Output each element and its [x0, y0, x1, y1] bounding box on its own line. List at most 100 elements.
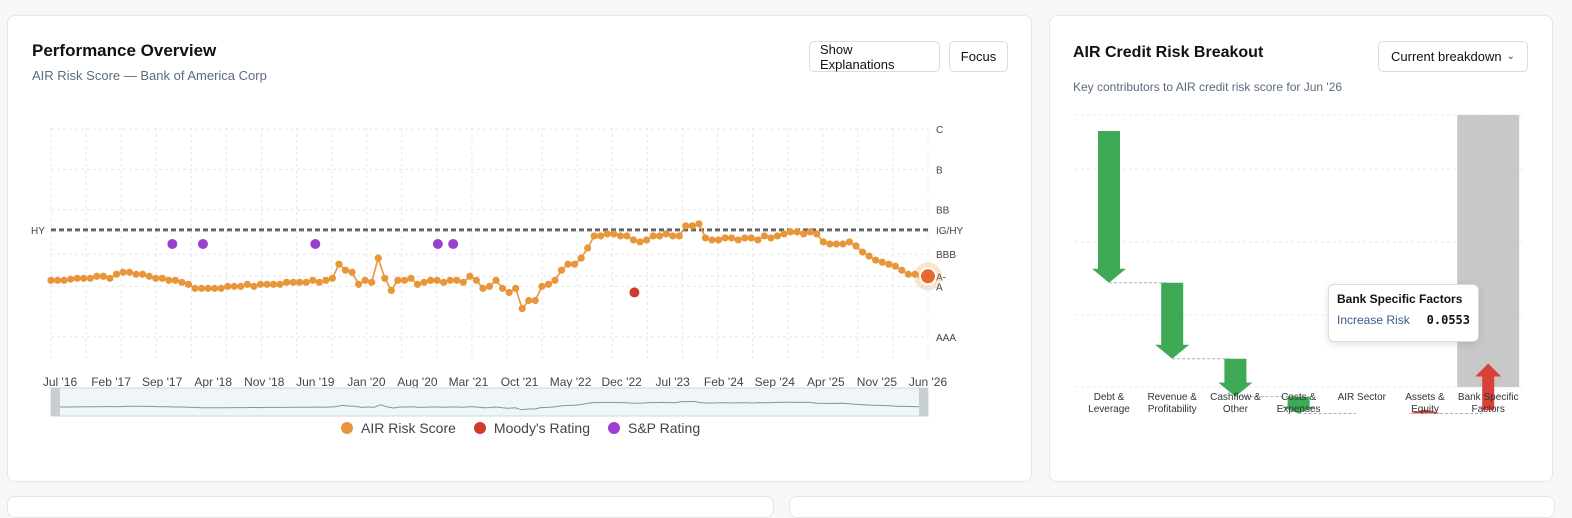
air-risk-score-point — [381, 274, 389, 282]
air-risk-score-point — [512, 284, 520, 292]
category-label: AIR Sector — [1338, 392, 1387, 403]
air-risk-score-point — [132, 270, 140, 278]
air-risk-score-point — [466, 272, 474, 280]
air-risk-score-point — [361, 276, 369, 284]
air-risk-score-point — [865, 252, 873, 260]
air-risk-score-point — [289, 278, 297, 286]
air-risk-score-point — [165, 276, 173, 284]
selected-point — [919, 267, 937, 286]
y-tick-label: B — [936, 165, 943, 176]
category-label: Costs & Expenses — [1277, 392, 1321, 415]
navigator-handle-left — [51, 388, 60, 416]
air-risk-score-point — [93, 272, 101, 280]
air-risk-score-point — [485, 282, 494, 290]
air-risk-score-point — [420, 278, 428, 286]
air-risk-score-point — [67, 275, 75, 283]
air-risk-score-point — [335, 260, 343, 268]
air-risk-score-point — [800, 230, 808, 238]
decrease-bar — [1281, 396, 1316, 414]
air-risk-score-point — [845, 238, 854, 246]
air-risk-score-line — [51, 222, 928, 311]
credit-risk-breakout-card: AIR Credit Risk Breakout Key contributor… — [1049, 15, 1553, 482]
air-risk-score-point — [610, 230, 618, 238]
focus-button[interactable]: Focus — [949, 41, 1008, 72]
air-risk-score-point — [760, 232, 768, 240]
air-risk-score-point — [171, 276, 179, 284]
sp-rating-point — [167, 239, 178, 249]
air-risk-score-point — [577, 254, 585, 262]
air-risk-score-point — [813, 230, 821, 238]
air-risk-score-point — [826, 240, 834, 248]
air-risk-score-point — [819, 238, 827, 246]
x-tick-label: Jun '26 — [909, 375, 948, 389]
air-risk-score-point — [243, 280, 251, 288]
air-risk-score-point — [112, 270, 121, 278]
air-risk-score-point — [793, 228, 801, 236]
air-risk-score-point — [106, 274, 114, 282]
air-risk-score-point — [675, 232, 683, 240]
increase-bar — [1475, 363, 1502, 411]
show-explanations-button[interactable]: Show Explanations — [809, 41, 940, 72]
air-risk-score-point — [708, 236, 716, 244]
air-risk-score-point — [642, 236, 651, 244]
air-risk-score-point — [184, 280, 193, 288]
air-risk-score-point — [250, 282, 258, 290]
legend-moodys-rating[interactable]: Moody's Rating — [473, 420, 590, 436]
air-risk-score-point — [139, 270, 147, 278]
air-risk-score-point — [662, 230, 670, 238]
air-risk-score-point — [741, 234, 749, 242]
x-tick-label: Jul '23 — [656, 375, 691, 389]
air-risk-score-point — [387, 286, 395, 295]
credit-risk-waterfall-chart[interactable]: Debt & Leverage Revenue & Profitability Cash… — [1050, 16, 1550, 436]
performance-subtitle: AIR Risk Score — Bank of America Corp — [32, 68, 267, 83]
legend-swatch — [607, 422, 620, 434]
breakout-title: AIR Credit Risk Breakout — [1073, 44, 1264, 61]
sp-rating-point — [432, 239, 443, 249]
air-risk-score-point — [695, 220, 703, 228]
navigator-series-line — [60, 400, 919, 411]
y-tick-label: A — [936, 282, 943, 293]
y-tick-label: A- — [936, 272, 946, 283]
air-risk-score-point — [374, 254, 382, 262]
x-tick-label: Feb '24 — [704, 375, 744, 389]
legend-air-risk-score[interactable]: AIR Risk Score — [341, 420, 456, 436]
air-risk-score-point — [734, 236, 742, 244]
air-risk-score-point — [426, 276, 435, 284]
air-risk-score-point — [786, 228, 795, 236]
air-risk-score-point — [80, 274, 88, 282]
chart-tooltip: Bank Specific Factors Increase Risk 0.05… — [1328, 284, 1479, 342]
breakdown-dropdown[interactable]: Current breakdown ⌄ — [1378, 41, 1528, 72]
air-risk-score-point — [152, 274, 160, 282]
air-risk-score-point — [47, 276, 55, 284]
air-risk-score-point — [669, 232, 677, 240]
air-risk-score-point — [891, 262, 899, 270]
sp-rating-point — [310, 239, 321, 249]
navigator-handle-right — [919, 388, 928, 416]
legend-label: S&P Rating — [627, 420, 701, 436]
air-risk-score-point — [276, 280, 284, 288]
legend-swatch — [341, 422, 353, 434]
tooltip-title: Bank Specific Factors — [1337, 292, 1463, 306]
air-risk-score-point — [806, 228, 814, 236]
x-tick-label: Jun '19 — [296, 375, 335, 389]
performance-title: Performance Overview — [32, 41, 217, 60]
decrease-bar — [1092, 131, 1126, 283]
air-risk-score-point — [472, 276, 481, 284]
air-risk-score-point — [721, 234, 729, 242]
air-risk-score-point — [518, 304, 526, 313]
air-risk-score-point — [832, 240, 840, 248]
air-risk-score-point — [636, 238, 644, 246]
x-tick-label: May '22 — [550, 375, 592, 389]
air-risk-score-point — [839, 240, 847, 248]
air-risk-score-point — [394, 276, 402, 284]
air-risk-score-point — [747, 234, 755, 242]
air-risk-score-point — [649, 232, 657, 240]
legend-sp-rating[interactable]: S&P Rating — [607, 420, 701, 436]
category-label: Revenue & Profitability — [1147, 392, 1197, 415]
air-risk-score-point — [767, 234, 775, 242]
x-tick-label: Dec '22 — [601, 375, 642, 389]
air-risk-score-point — [590, 232, 598, 240]
sp-rating-point — [448, 239, 459, 249]
air-risk-score-point — [230, 282, 238, 290]
